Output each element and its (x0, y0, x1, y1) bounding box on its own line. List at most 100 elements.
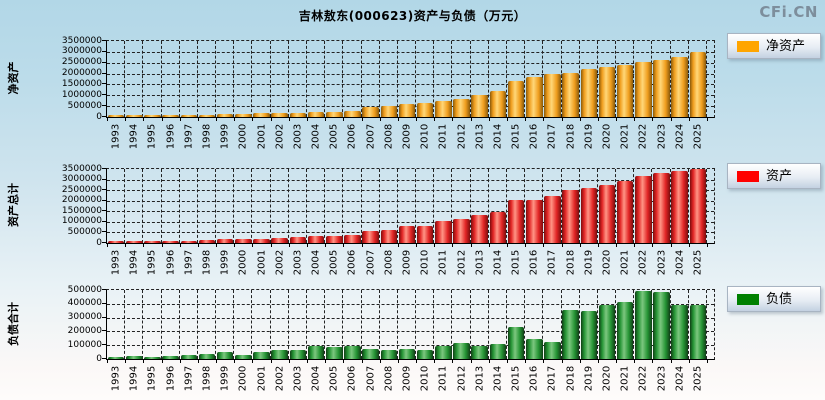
gridline-vertical (378, 169, 380, 243)
gridline-vertical (160, 41, 162, 117)
x-tick-mark (707, 118, 708, 121)
x-axis-label-1995: 1995 (146, 365, 158, 392)
x-tick-mark (343, 360, 345, 363)
gridline-vertical (124, 290, 126, 359)
gridline-vertical (542, 169, 544, 243)
y-tick-label: 200000 (67, 325, 102, 336)
total-liabilities-bar-2022 (635, 291, 652, 359)
gridline-vertical (306, 290, 307, 359)
total-assets-bar-2001 (253, 238, 270, 243)
x-tick-mark (252, 244, 254, 247)
y-tick-mark (102, 289, 106, 290)
total-liabilities-bar-2023 (653, 292, 670, 359)
x-tick-mark (216, 118, 218, 121)
gridline-vertical (142, 41, 144, 117)
gridline-vertical (596, 169, 598, 243)
gridline-vertical (433, 41, 435, 117)
y-tick-label: 2500000 (61, 184, 102, 195)
total-assets-bar-2010 (416, 226, 434, 243)
total-assets-bar-2000 (235, 238, 252, 243)
gridline-vertical (578, 41, 580, 117)
total-liabilities-bar-2003 (289, 349, 307, 359)
y-tick-label: 0 (96, 111, 102, 122)
x-tick-mark (434, 244, 436, 247)
gridline-vertical (142, 169, 144, 243)
y-tick-mark (102, 199, 106, 201)
gridline-vertical (506, 41, 507, 117)
x-tick-mark (288, 360, 290, 363)
total-liabilities-bar-1998 (198, 354, 216, 359)
net-assets-bar-2015 (507, 80, 525, 117)
x-tick-mark (179, 360, 181, 363)
x-tick-mark (670, 360, 672, 363)
y-tick-mark (102, 231, 106, 233)
gridline-horizontal (107, 84, 714, 86)
gridline-vertical (396, 41, 398, 117)
y-tick-mark (102, 50, 106, 52)
gridline-vertical (615, 290, 617, 359)
gridline-vertical (269, 41, 271, 117)
gridline-vertical (615, 169, 617, 243)
gridline-vertical (560, 41, 562, 117)
x-tick-mark (161, 244, 163, 247)
y-tick-label: 2000000 (61, 195, 102, 206)
total-liabilities-bar-1996 (162, 356, 179, 359)
total-assets-bar-1997 (180, 240, 198, 243)
x-tick-mark (270, 244, 272, 247)
gridline-vertical (196, 290, 198, 359)
total-liabilities-bar-1994 (125, 356, 143, 359)
x-tick-mark (125, 244, 127, 247)
x-axis-label-2019: 2019 (583, 365, 595, 392)
gridline-vertical (506, 169, 507, 243)
y-tick-label: 500000 (67, 100, 102, 111)
y-tick-label: 3000000 (61, 174, 102, 185)
gridline-vertical (378, 41, 380, 117)
x-tick-mark (525, 360, 527, 363)
legend-label: 净资产 (766, 38, 806, 54)
net-assets-bar-2001 (253, 113, 270, 117)
net-assets-bar-2007 (362, 106, 379, 117)
y-tick-label: 1000000 (61, 216, 102, 227)
y-tick-label: 1500000 (61, 78, 102, 89)
gridline-horizontal (107, 331, 714, 333)
x-axis-label-2023: 2023 (656, 365, 668, 392)
total-liabilities-bar-1999 (216, 352, 234, 359)
y-tick-label: 100000 (67, 339, 102, 350)
x-tick-mark (434, 360, 436, 363)
x-axis-label-1998: 1998 (201, 365, 213, 392)
gridline-vertical (324, 290, 326, 359)
total-liabilities-bar-2004 (307, 345, 325, 359)
gridline-vertical (596, 290, 598, 359)
x-tick-mark (361, 244, 363, 247)
x-tick-mark (579, 360, 581, 363)
x-tick-mark (325, 244, 327, 247)
x-tick-mark (197, 244, 199, 247)
gridline-vertical (615, 41, 617, 117)
legend-swatch (737, 40, 759, 52)
gridline-horizontal (107, 73, 714, 75)
gridline-vertical (633, 41, 635, 117)
x-axis-label-2022: 2022 (637, 365, 649, 392)
net-assets-bar-2018 (562, 72, 579, 117)
gridline-horizontal (107, 51, 714, 53)
x-tick-mark (597, 118, 599, 121)
x-tick-mark (707, 244, 708, 247)
net-assets-bar-1999 (216, 114, 234, 117)
x-tick-mark (270, 118, 272, 121)
net-assets-bar-2016 (525, 76, 543, 117)
total-assets-bar-2004 (307, 236, 325, 243)
total-assets-bar-2006 (344, 234, 361, 243)
gridline-vertical (433, 169, 435, 243)
x-tick-mark (307, 244, 308, 247)
net-assets-bar-2012 (453, 98, 470, 117)
x-axis-label-2000: 2000 (237, 365, 249, 392)
gridline-vertical (487, 290, 489, 359)
gridline-vertical (578, 290, 580, 359)
x-tick-mark (288, 244, 290, 247)
gridline-horizontal (107, 190, 714, 192)
net-assets-bar-2002 (271, 113, 288, 117)
total-assets-bar-2024 (671, 170, 688, 243)
total-liabilities-bar-1995 (144, 356, 161, 359)
x-axis-label-2018: 2018 (565, 365, 577, 392)
x-tick-mark (361, 118, 363, 121)
